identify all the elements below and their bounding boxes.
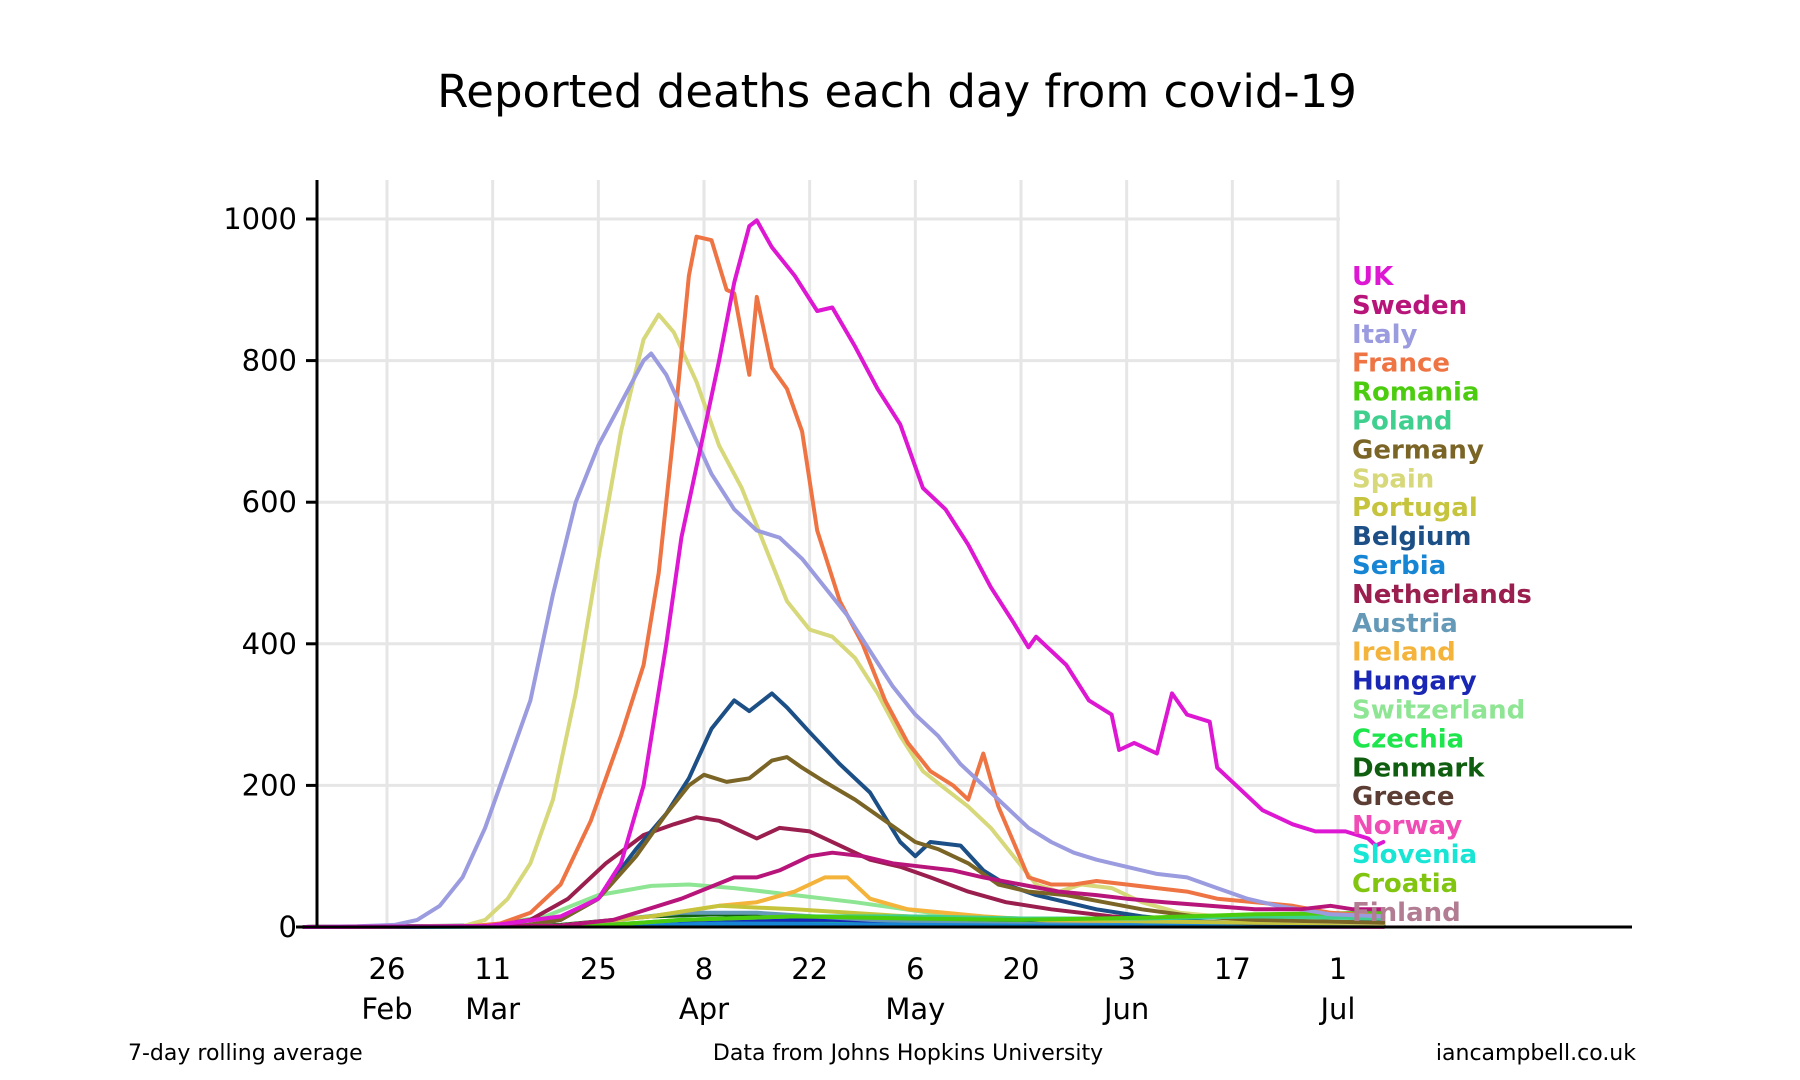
- legend-item-poland: Poland: [1352, 407, 1453, 437]
- chart-svg: Reported deaths each day from covid-19 0…: [0, 0, 1800, 1080]
- chart: Reported deaths each day from covid-19 0…: [0, 0, 1800, 1080]
- y-tick-label: 0: [279, 910, 297, 944]
- x-tick-day: 20: [1003, 952, 1040, 986]
- y-tick-label: 600: [242, 485, 297, 519]
- series-line-italy: [304, 354, 1383, 928]
- x-tick-month: Jul: [1319, 992, 1356, 1026]
- series-line-france: [304, 237, 1383, 927]
- series-line-belgium: [304, 693, 1383, 927]
- legend-item-norway: Norway: [1352, 811, 1462, 841]
- legend: UKSwedenItalyFranceRomaniaPolandGermanyS…: [1352, 262, 1532, 928]
- footer-right: iancampbell.co.uk: [1436, 1041, 1636, 1066]
- x-tick-day: 25: [580, 952, 617, 986]
- x-tick-month: Jun: [1102, 992, 1149, 1026]
- series-line-uk: [304, 220, 1383, 927]
- legend-item-hungary: Hungary: [1352, 667, 1477, 697]
- series-line-spain: [304, 315, 1383, 927]
- legend-item-greece: Greece: [1352, 782, 1454, 812]
- y-tick-label: 400: [242, 627, 297, 661]
- legend-item-sweden: Sweden: [1352, 291, 1467, 321]
- y-tick-label: 1000: [223, 202, 297, 236]
- x-tick-day: 1: [1329, 952, 1347, 986]
- y-tick-label: 200: [242, 768, 297, 802]
- legend-item-czechia: Czechia: [1352, 724, 1464, 754]
- legend-item-denmark: Denmark: [1352, 753, 1485, 783]
- x-tick-day: 3: [1117, 952, 1135, 986]
- chart-title: Reported deaths each day from covid-19: [437, 65, 1357, 118]
- x-tick-month: May: [885, 992, 945, 1026]
- legend-item-uk: UK: [1352, 262, 1394, 292]
- legend-item-serbia: Serbia: [1352, 551, 1446, 581]
- legend-item-austria: Austria: [1352, 609, 1458, 639]
- legend-item-spain: Spain: [1352, 464, 1434, 494]
- footer-center: Data from Johns Hopkins University: [713, 1041, 1103, 1066]
- x-tick-day: 6: [906, 952, 924, 986]
- legend-item-belgium: Belgium: [1352, 522, 1472, 552]
- legend-item-romania: Romania: [1352, 378, 1480, 408]
- x-tick-month: Feb: [361, 992, 412, 1026]
- x-tick-month: Mar: [465, 992, 520, 1026]
- legend-item-germany: Germany: [1352, 435, 1484, 465]
- legend-item-italy: Italy: [1352, 320, 1418, 350]
- x-tick-day: 22: [791, 952, 828, 986]
- legend-item-croatia: Croatia: [1352, 869, 1458, 899]
- legend-item-netherlands: Netherlands: [1352, 580, 1532, 610]
- x-tick-month: Apr: [679, 992, 729, 1026]
- x-tick-day: 11: [474, 952, 511, 986]
- x-tick-day: 26: [369, 952, 406, 986]
- grid: [317, 180, 1340, 927]
- legend-item-slovenia: Slovenia: [1352, 840, 1477, 870]
- x-tick-labels: 26 Feb 11 Mar 25 8 Apr 22 6 May 20 3 Jun 17 1 Jul: [361, 952, 1355, 1026]
- x-tick-day: 8: [695, 952, 713, 986]
- legend-item-portugal: Portugal: [1352, 493, 1478, 523]
- legend-item-france: France: [1352, 349, 1450, 379]
- footer-left: 7-day rolling average: [128, 1041, 363, 1066]
- y-tick-label: 800: [242, 344, 297, 378]
- y-tick-labels: 0 200 400 600 800 1000: [223, 202, 317, 944]
- series-layer: [304, 220, 1383, 927]
- legend-item-finland: Finland: [1352, 898, 1461, 928]
- legend-item-ireland: Ireland: [1352, 638, 1456, 668]
- legend-item-switzerland: Switzerland: [1352, 696, 1525, 726]
- x-tick-day: 17: [1214, 952, 1251, 986]
